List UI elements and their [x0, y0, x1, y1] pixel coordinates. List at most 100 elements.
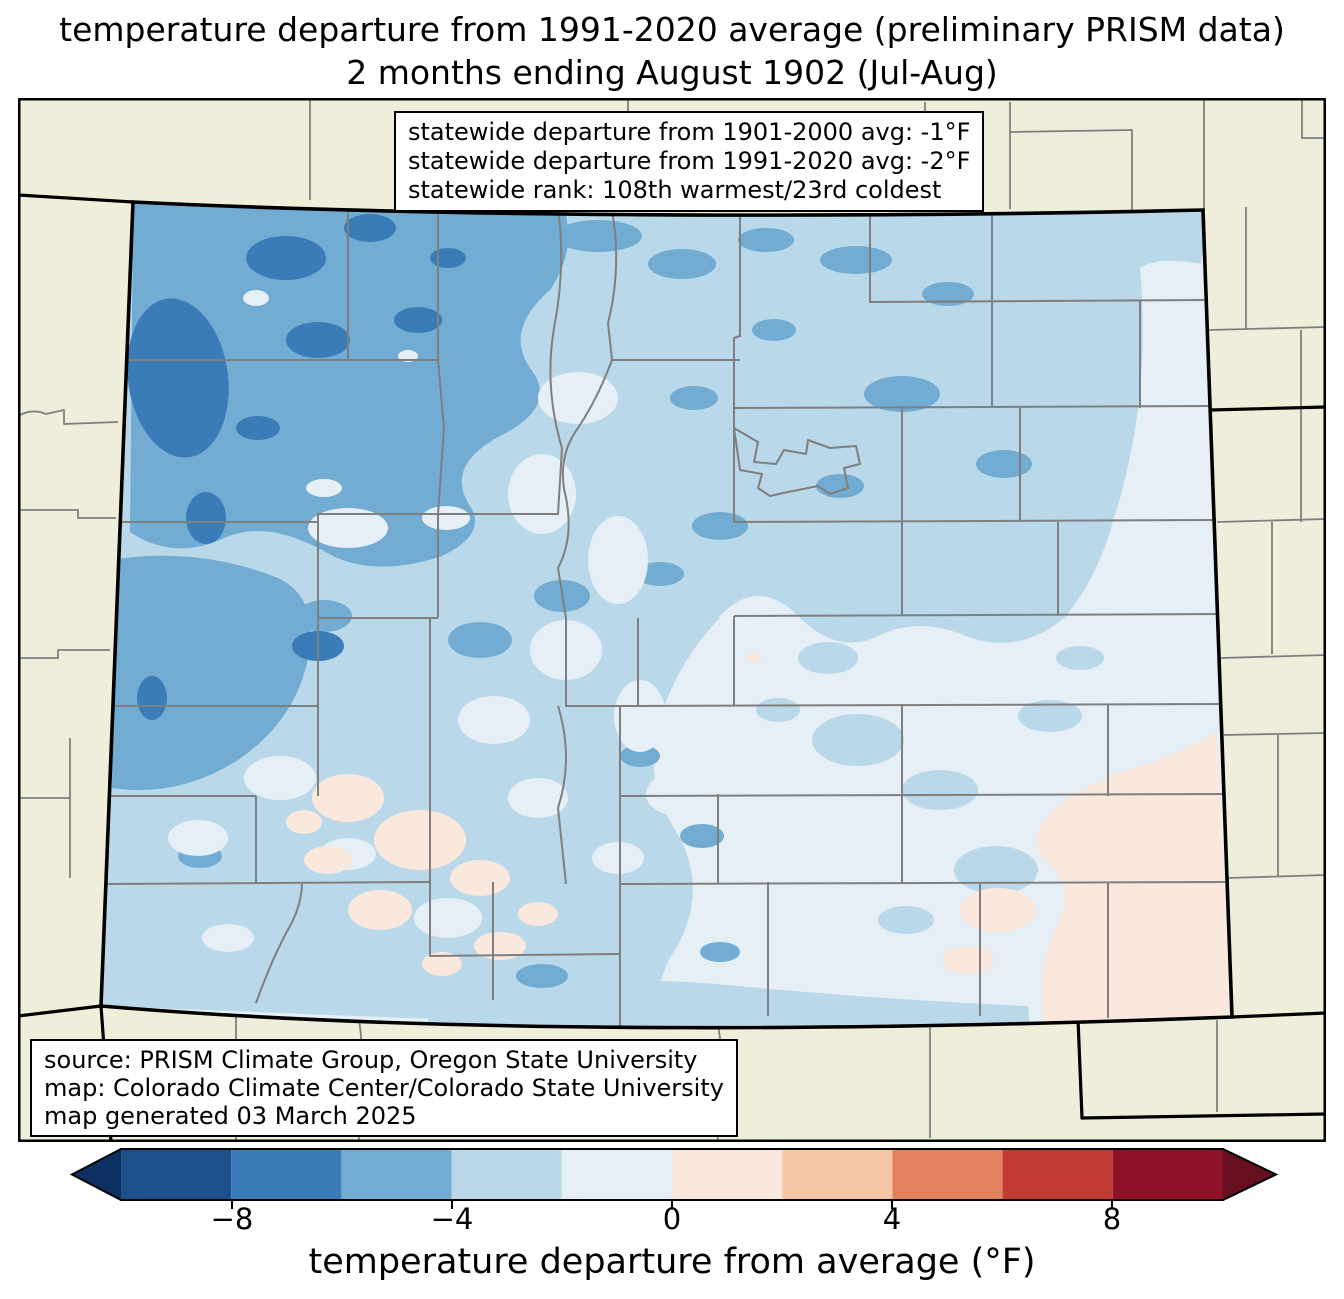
temperature-blob [306, 479, 342, 497]
temperature-blob [236, 416, 280, 440]
temperature-blob [422, 506, 470, 530]
colorbar-outline [69, 1148, 1279, 1201]
colorbar-segment [341, 1149, 452, 1200]
temperature-blob [812, 714, 904, 766]
temperature-blob [798, 642, 858, 674]
fill-region-minus6-minus4 [108, 202, 1032, 988]
colorbar-segment [231, 1149, 342, 1200]
temperature-blob [474, 932, 526, 960]
temperature-blob [954, 846, 1038, 894]
temperature-blob [348, 890, 412, 930]
temperature-blob [646, 772, 710, 816]
temperature-blob [1018, 700, 1082, 732]
temperature-colorbar [69, 1148, 1279, 1209]
temperature-blob [137, 676, 167, 720]
temperature-blob [752, 319, 796, 341]
title-line-2: 2 months ending August 1902 (Jul-Aug) [346, 53, 998, 92]
colorbar-segment [451, 1149, 562, 1200]
colorbar-segment [892, 1149, 1003, 1200]
temperature-blob [748, 652, 762, 662]
source-line-3: map generated 03 March 2025 [44, 1102, 417, 1130]
stats-line-3: statewide rank: 108th warmest/23rd colde… [408, 176, 942, 204]
colorbar-axis-label: temperature departure from average (°F) [308, 1242, 1036, 1282]
colorbar-tick-label: 4 [882, 1202, 902, 1236]
temperature-blob [312, 774, 384, 822]
fill-region-plus0-2 [286, 652, 1232, 1024]
fill-region-pale-patches [168, 290, 710, 952]
temperature-blob [394, 307, 442, 333]
colorado-county-lines [103, 206, 1231, 1028]
temperature-blob [186, 492, 226, 544]
temperature-blob [820, 246, 892, 274]
source-line-2: map: Colorado Climate Center/Colorado St… [44, 1074, 724, 1102]
temperature-blob [614, 680, 666, 752]
temperature-blob [518, 902, 558, 926]
colorbar-under-arrow [72, 1149, 121, 1200]
map-frame [18, 98, 1326, 1142]
temperature-blob [616, 205, 1204, 643]
temperature-blob [304, 846, 352, 874]
temperature-blob [428, 980, 1030, 1028]
temperature-blob [588, 516, 648, 604]
source-line-1: source: PRISM Climate Group, Oregon Stat… [44, 1046, 698, 1074]
fill-region-minus8-minus6 [127, 214, 466, 720]
colorbar-tick-marks [231, 1200, 1113, 1209]
temperature-blob [922, 282, 974, 306]
temperature-blob [864, 376, 940, 412]
temperature-blob [756, 698, 800, 722]
temperature-blob [942, 946, 994, 974]
colorbar-tick-label: −8 [210, 1202, 254, 1236]
colorbar-tick-label: 8 [1102, 1202, 1122, 1236]
temperature-blob [878, 906, 934, 934]
temperature-blob [430, 248, 466, 268]
temperature-blob [448, 622, 512, 658]
colorbar-segment [561, 1149, 672, 1200]
temperature-blob [286, 810, 322, 834]
temperature-blob [244, 756, 316, 800]
temperature-blob [670, 386, 718, 410]
colorbar-over-arrow [1223, 1149, 1276, 1200]
colorado-state-border [99, 200, 1234, 1030]
temperature-blob [648, 249, 716, 279]
temperature-blob [700, 942, 740, 962]
stats-line-1: statewide departure from 1901-2000 avg: … [408, 118, 971, 146]
temperature-blob [344, 214, 396, 242]
temperature-blob [592, 842, 644, 874]
colorbar-segment [1112, 1149, 1223, 1200]
temperature-blob [738, 228, 794, 252]
temperature-blob [130, 202, 569, 567]
colorbar-segment [1002, 1149, 1113, 1200]
temperature-blob [286, 322, 350, 358]
temperature-blob [246, 236, 326, 280]
temperature-blob [508, 778, 568, 818]
colorbar-segment [782, 1149, 893, 1200]
temperature-blob [554, 220, 642, 252]
colorbar-segment [121, 1149, 232, 1200]
temperature-blob [168, 820, 228, 856]
temperature-blob [458, 696, 530, 744]
colorbar-tick-label: 0 [662, 1202, 682, 1236]
temperature-blob [976, 450, 1032, 478]
temperature-blob [108, 664, 144, 728]
temperature-blob [680, 824, 724, 848]
colorado-temperature-map [18, 98, 1326, 1142]
temperature-blob [140, 594, 180, 650]
temperature-blob [127, 298, 229, 458]
temperature-blob [308, 508, 388, 548]
temperature-blob [450, 860, 510, 896]
page-title: temperature departure from 1991-2020 ave… [0, 8, 1344, 94]
temperature-blob [960, 888, 1036, 932]
temperature-blob [692, 512, 748, 540]
temperature-blob [636, 562, 684, 586]
temperature-blob [422, 952, 462, 976]
temperature-blob [538, 372, 618, 424]
temperature-blob [296, 600, 352, 632]
temperature-blob [374, 810, 466, 870]
temperature-blob [1056, 646, 1104, 670]
temperature-blob [243, 290, 269, 306]
temperature-blob [414, 898, 482, 938]
temperature-blob [1036, 732, 1232, 1024]
temperature-blob [202, 924, 254, 952]
stats-line-2: statewide departure from 1991-2020 avg: … [408, 147, 971, 175]
